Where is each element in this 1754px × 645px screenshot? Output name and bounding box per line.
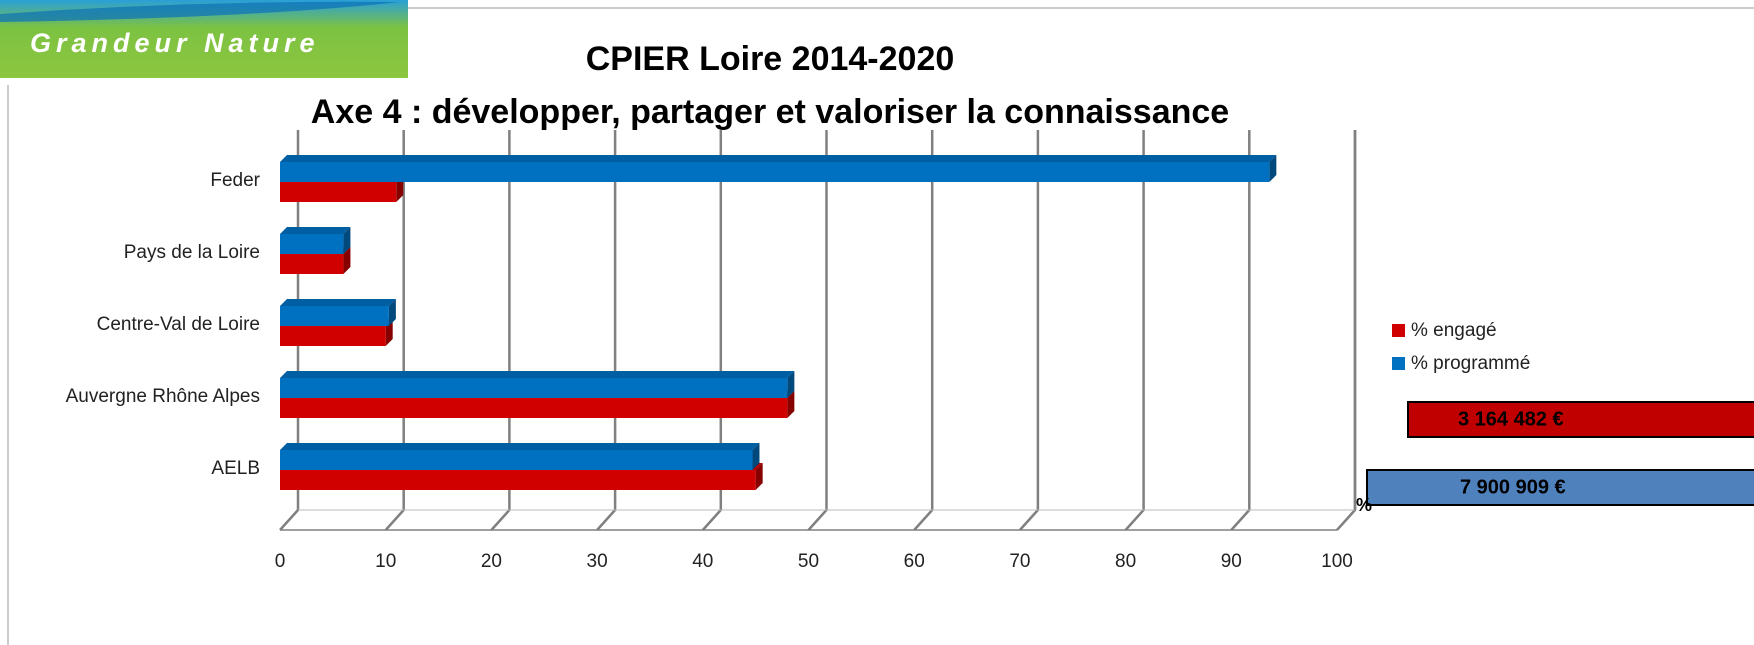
legend-swatch <box>1392 357 1405 370</box>
legend-swatch <box>1392 324 1405 337</box>
bar-side <box>787 371 795 398</box>
bar <box>280 155 1277 182</box>
grid-line <box>913 130 934 531</box>
percent-label: % <box>1356 495 1372 515</box>
amount-box <box>1407 401 1754 438</box>
bar-front <box>280 254 344 274</box>
bar-top <box>280 299 396 306</box>
bar-front <box>280 234 344 254</box>
y-tick-label: Pays de la Loire <box>124 242 260 263</box>
grid-line <box>807 130 828 531</box>
bar <box>280 443 760 470</box>
grid-line <box>1124 130 1145 531</box>
x-tick-label: 60 <box>904 551 925 572</box>
grid-line <box>1018 130 1040 531</box>
x-tick-label: 20 <box>481 551 502 572</box>
bar-top <box>280 443 760 450</box>
bar-side <box>755 463 763 490</box>
bar-side <box>752 443 760 470</box>
bar <box>280 371 795 398</box>
chart-subtitle: Axe 4 : développer, partager et valorise… <box>311 93 1229 131</box>
chart-title: CPIER Loire 2014-2020 <box>586 40 955 78</box>
amount-box <box>1366 469 1754 506</box>
bar-front <box>280 378 788 398</box>
bar <box>280 227 351 254</box>
y-tick-label: AELB <box>211 458 260 479</box>
bar <box>280 299 396 326</box>
logo-text: Grandeur Nature <box>30 28 320 58</box>
logo-wave <box>0 1 400 22</box>
y-tick-label: Centre-Val de Loire <box>97 314 260 335</box>
bar-top <box>280 227 351 234</box>
x-tick-label: 70 <box>1009 551 1030 572</box>
x-tick-label: 100 <box>1321 551 1353 572</box>
bar-side <box>343 247 351 274</box>
x-tick-label: 50 <box>798 551 819 572</box>
x-tick-label: 10 <box>375 551 396 572</box>
bar-side <box>388 299 396 326</box>
legend-label: % engagé <box>1411 320 1497 341</box>
grid-line <box>1336 130 1357 531</box>
y-tick-label: Auvergne Rhône Alpes <box>66 386 260 407</box>
bar-front <box>280 306 389 326</box>
legend-label: % programmé <box>1411 353 1530 374</box>
x-tick-label: 90 <box>1221 551 1242 572</box>
bar-front <box>280 450 753 470</box>
x-tick-label: 0 <box>275 551 286 572</box>
x-tick-label: 40 <box>692 551 713 572</box>
bar-top <box>280 371 795 378</box>
bar-front <box>280 470 756 490</box>
bar-front <box>280 182 397 202</box>
amount-label: 7 900 909 € <box>1460 476 1566 498</box>
x-tick-label: 30 <box>587 551 608 572</box>
bar-top <box>280 155 1277 162</box>
bar-side <box>343 227 351 254</box>
amount-label: 3 164 482 € <box>1458 408 1564 430</box>
y-tick-label: Feder <box>210 170 260 191</box>
bar-side <box>1269 155 1277 182</box>
bar-front <box>280 326 386 346</box>
plot: 0 10 20 30 40 50 60 70 80 90 100 Feder Pays de la Lo… <box>66 130 1754 572</box>
bar-front <box>280 398 788 418</box>
grid-line <box>1230 130 1251 531</box>
bar-front <box>280 162 1270 182</box>
bar-side <box>787 391 795 418</box>
x-tick-label: 80 <box>1115 551 1136 572</box>
